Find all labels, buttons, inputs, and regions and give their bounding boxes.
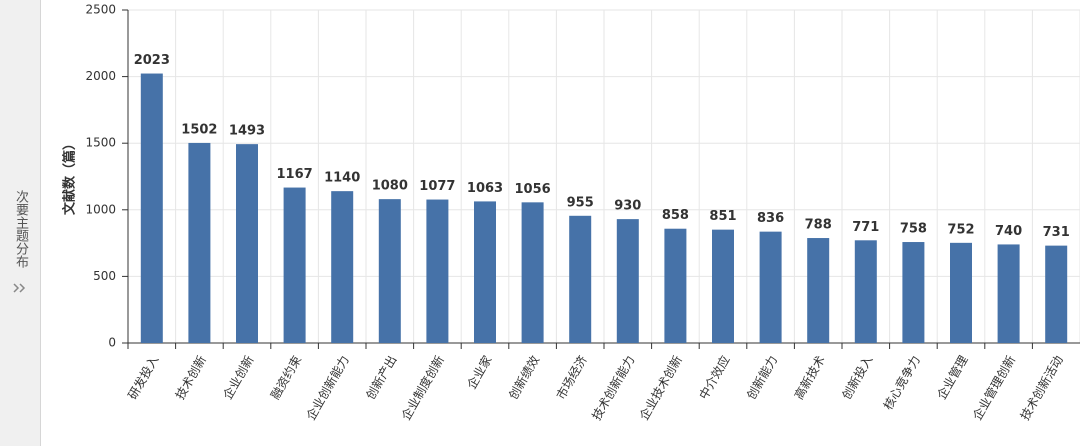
value-label: 858 [662, 208, 689, 223]
x-tick-label: 创新能力 [743, 353, 780, 402]
bar [759, 231, 782, 343]
y-tick-label: 1000 [85, 202, 116, 216]
x-tick-label: 企业管理 [934, 353, 971, 402]
x-tick-label: 融资约束 [267, 353, 304, 402]
bar [283, 187, 306, 343]
bar [902, 242, 925, 343]
value-label: 758 [900, 222, 927, 237]
sidebar-label[interactable]: 次要主题分布 [13, 190, 28, 268]
bar [616, 219, 639, 343]
value-label: 955 [567, 195, 594, 210]
x-tick-label: 创新产出 [362, 353, 399, 402]
y-tick-label: 1500 [85, 136, 116, 150]
x-tick-label: 市场经济 [553, 353, 590, 402]
x-tick-label: 核心竞争力 [881, 353, 923, 412]
value-label: 1140 [324, 171, 360, 186]
bar [378, 199, 401, 343]
value-label: 851 [709, 209, 736, 224]
value-label: 930 [614, 199, 641, 214]
value-label: 1056 [515, 182, 551, 197]
bar [140, 73, 163, 343]
x-tick-label: 技术创新能力 [588, 353, 637, 423]
x-tick-label: 创新投入 [838, 353, 875, 402]
bar [569, 215, 592, 343]
x-tick-label: 企业管理创新 [969, 353, 1018, 423]
bar [854, 240, 877, 343]
bar [236, 144, 258, 343]
x-tick-label: 企业制度创新 [398, 353, 447, 423]
value-label: 788 [805, 218, 832, 233]
x-tick-label: 研发投入 [124, 353, 161, 402]
value-label: 771 [852, 220, 879, 235]
value-label: 1077 [419, 179, 455, 194]
value-label: 1493 [229, 124, 265, 139]
y-tick-label: 2000 [85, 69, 116, 83]
x-tick-label: 企业创新 [220, 353, 257, 402]
bar [521, 202, 544, 343]
bar [950, 242, 972, 343]
bar [474, 201, 496, 343]
bar [188, 142, 211, 343]
x-tick-label: 创新绩效 [505, 353, 542, 402]
value-label: 1063 [467, 181, 503, 196]
value-label: 836 [757, 211, 784, 226]
bar [807, 238, 830, 343]
value-label: 740 [995, 224, 1022, 239]
y-tick-label: 0 [108, 336, 116, 350]
value-label: 752 [947, 222, 974, 237]
x-tick-label: 企业家 [464, 353, 495, 392]
x-tick-label: 高新技术 [791, 353, 828, 402]
y-tick-label: 500 [93, 269, 116, 283]
bar [664, 228, 687, 343]
value-label: 731 [1043, 225, 1070, 240]
sidebar-tab[interactable]: 次要主题分布 [0, 0, 41, 446]
y-tick-label: 2500 [85, 3, 116, 17]
value-label: 2023 [134, 53, 170, 68]
bar [426, 199, 449, 343]
x-tick-label: 技术创新活动 [1017, 353, 1066, 423]
value-label: 1080 [372, 179, 408, 194]
bar [331, 191, 354, 343]
bar [997, 244, 1020, 343]
y-axis-label: 文献数（篇） [62, 137, 78, 215]
expand-icon[interactable] [13, 283, 27, 293]
bar [712, 229, 734, 343]
x-tick-label: 企业技术创新 [636, 353, 685, 423]
value-label: 1502 [181, 122, 217, 137]
x-tick-label: 中介效应 [696, 353, 733, 402]
bar [1045, 245, 1068, 343]
x-tick-label: 技术创新 [172, 353, 209, 402]
x-tick-label: 企业创新能力 [303, 353, 352, 423]
value-label: 1167 [277, 167, 313, 182]
